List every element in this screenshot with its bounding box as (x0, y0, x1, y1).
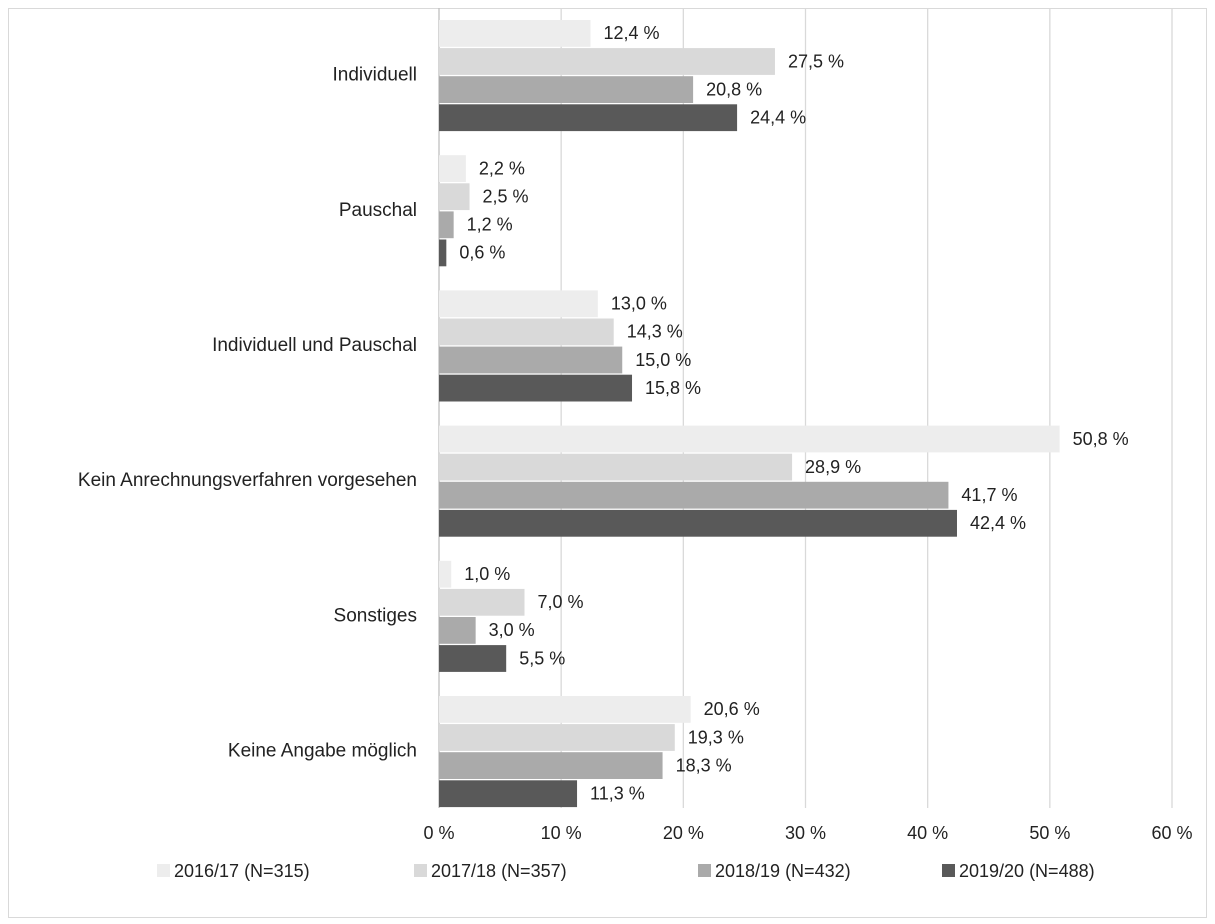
legend-item: 2018/19 (N=432) (698, 861, 851, 881)
x-tick-label: 40 % (907, 823, 948, 843)
legend-label: 2018/19 (N=432) (715, 861, 851, 881)
data-label: 41,7 % (961, 485, 1017, 505)
category-labels: Individuell Pauschal Individuell und Pausc… (78, 65, 417, 762)
x-tick-label: 0 % (423, 823, 454, 843)
bar (439, 509, 957, 537)
legend-swatch (157, 864, 170, 877)
category-label: Keine Angabe möglich (228, 741, 417, 762)
bar (439, 752, 663, 779)
bar (439, 560, 452, 588)
bar (439, 346, 623, 374)
bars (439, 20, 1060, 808)
bar (439, 780, 578, 808)
x-tick-label: 60 % (1151, 823, 1192, 843)
bar (439, 588, 525, 616)
data-label: 42,4 % (970, 513, 1026, 533)
bar (439, 211, 454, 239)
bar (439, 374, 633, 402)
data-label: 1,0 % (464, 564, 510, 584)
x-tick-label: 30 % (785, 823, 826, 843)
bar (439, 76, 694, 103)
legend-item: 2019/20 (N=488) (942, 861, 1095, 881)
data-label: 3,0 % (489, 620, 535, 640)
x-axis-ticks: 0 % 10 % 20 % 30 % 40 % 50 % 60 % (423, 823, 1192, 843)
x-tick-label: 50 % (1029, 823, 1070, 843)
category-label: Individuell und Pauschal (212, 335, 417, 356)
bar (439, 645, 507, 672)
data-label: 13,0 % (611, 294, 667, 314)
data-label: 2,2 % (479, 158, 525, 178)
legend-swatch (414, 864, 427, 877)
bar (439, 155, 466, 182)
bar (439, 20, 591, 47)
data-label: 27,5 % (788, 51, 844, 71)
bar (439, 696, 691, 723)
bar (439, 239, 447, 267)
data-label: 12,4 % (603, 23, 659, 43)
bar (439, 48, 775, 75)
gridlines (438, 8, 1173, 808)
legend: 2016/17 (N=315) 2017/18 (N=357) 2018/19 (N… (157, 861, 1095, 881)
legend-item: 2016/17 (N=315) (157, 861, 310, 881)
data-label: 20,8 % (706, 79, 762, 99)
bar (439, 617, 476, 644)
data-label: 15,0 % (635, 350, 691, 370)
bar (439, 425, 1060, 453)
data-label: 15,8 % (645, 378, 701, 398)
data-label: 14,3 % (627, 322, 683, 342)
legend-label: 2017/18 (N=357) (431, 861, 567, 881)
bar (439, 724, 675, 751)
data-label: 5,5 % (519, 648, 565, 668)
data-label: 19,3 % (688, 727, 744, 747)
category-label: Pauschal (339, 200, 417, 221)
bar (439, 104, 738, 132)
legend-swatch (698, 864, 711, 877)
bar (439, 481, 949, 509)
category-label: Individuell (333, 65, 418, 86)
data-label: 28,9 % (805, 457, 861, 477)
legend-swatch (942, 864, 955, 877)
data-label: 1,2 % (467, 215, 513, 235)
x-tick-label: 20 % (663, 823, 704, 843)
data-label: 0,6 % (459, 243, 505, 263)
category-label: Kein Anrechnungsverfahren vorgesehen (78, 470, 417, 491)
data-label: 24,4 % (750, 107, 806, 127)
bar (439, 290, 598, 318)
data-label: 11,3 % (590, 783, 645, 803)
data-label: 2,5 % (483, 186, 529, 206)
data-label: 18,3 % (676, 755, 732, 775)
category-label: Sonstiges (334, 605, 417, 626)
data-label: 50,8 % (1073, 429, 1129, 449)
data-labels: 12,4 % 27,5 % 20,8 % 24,4 % 2,2 % 2,5 % 1,2 % 0… (459, 23, 1128, 803)
x-tick-label: 10 % (541, 823, 582, 843)
legend-item: 2017/18 (N=357) (414, 861, 567, 881)
legend-label: 2019/20 (N=488) (959, 861, 1095, 881)
legend-label: 2016/17 (N=315) (174, 861, 310, 881)
bar (439, 318, 614, 346)
bar (439, 183, 470, 211)
data-label: 7,0 % (538, 592, 584, 612)
bar (439, 453, 793, 481)
data-label: 20,6 % (704, 699, 760, 719)
